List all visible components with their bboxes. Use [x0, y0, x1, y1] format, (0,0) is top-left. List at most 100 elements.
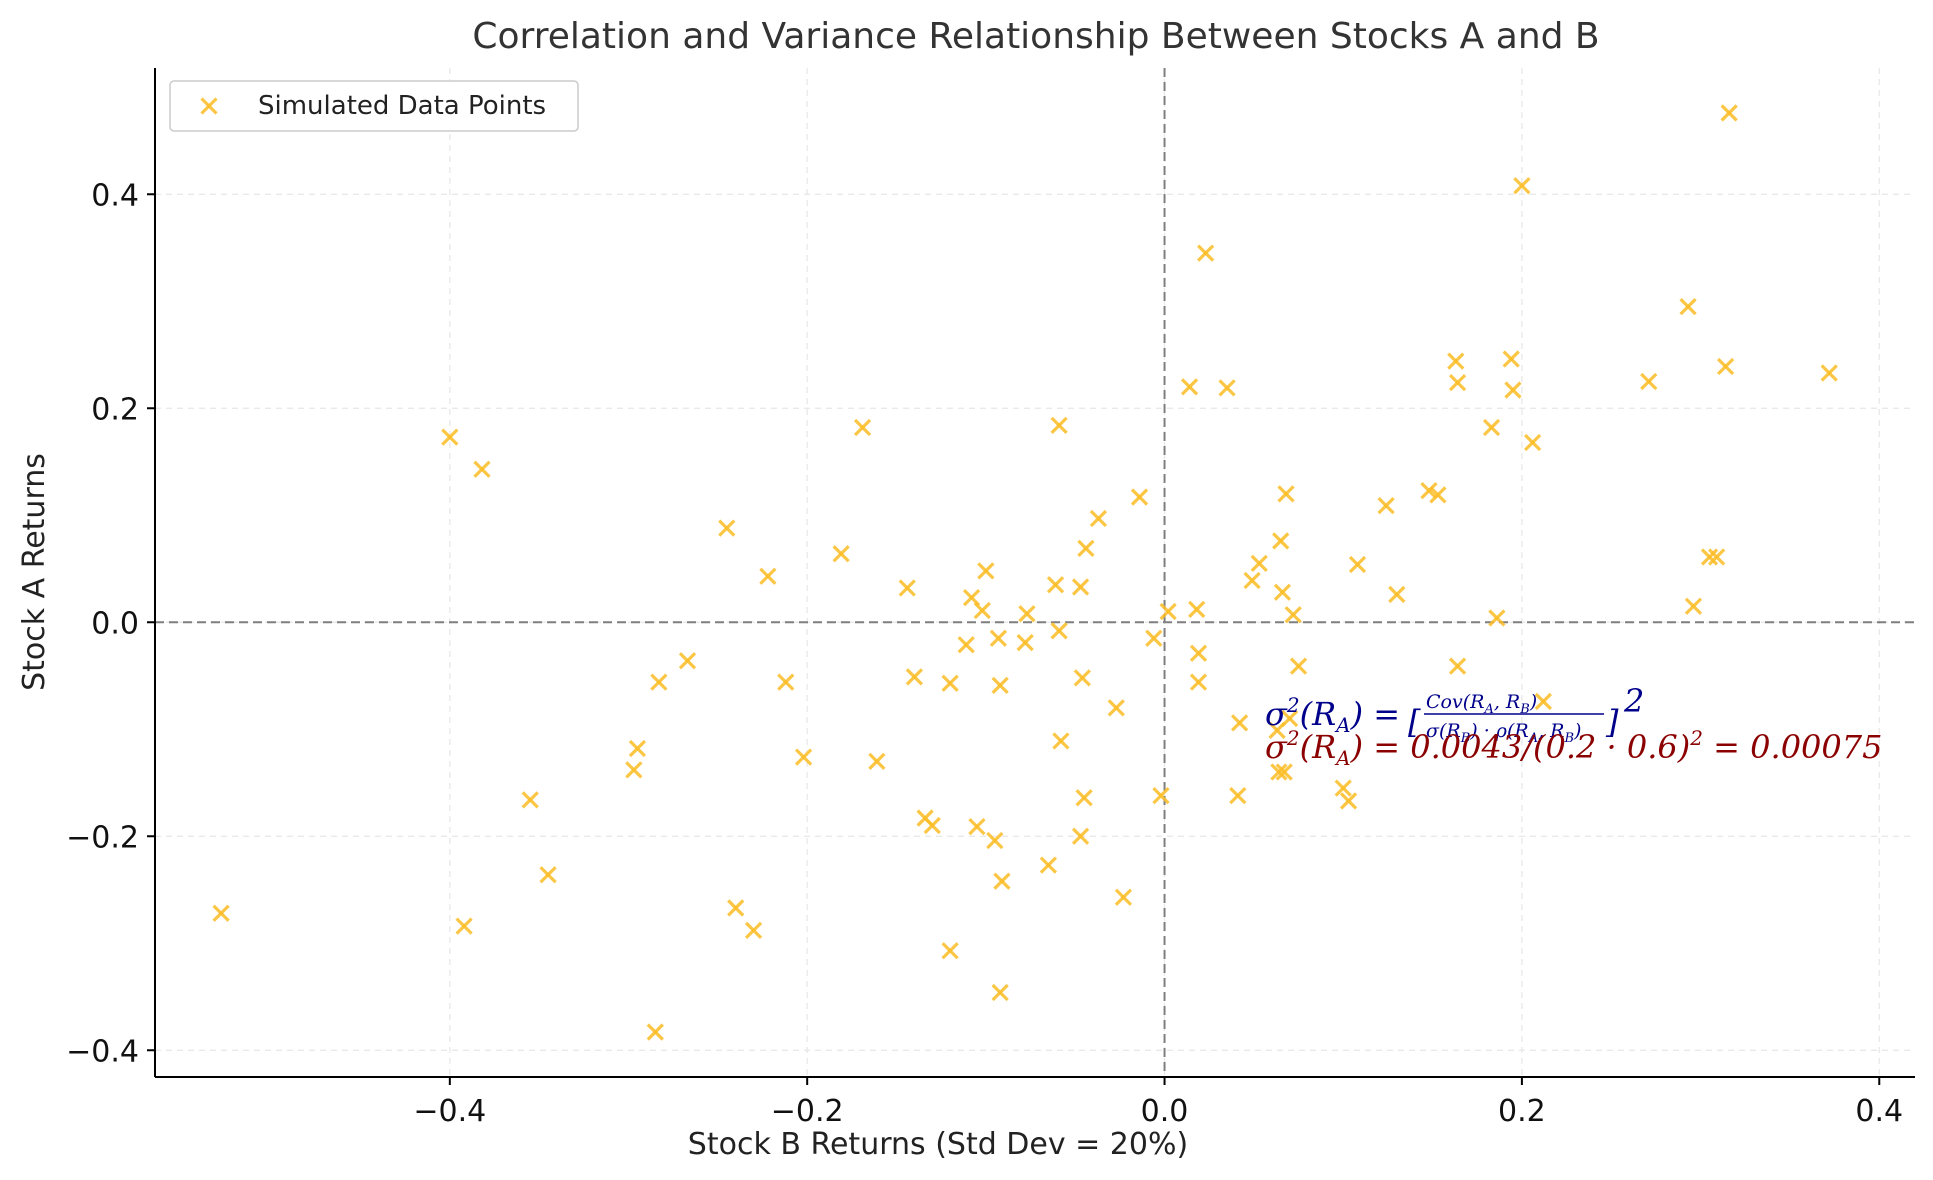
data-point [1523, 433, 1542, 452]
data-point [832, 545, 850, 563]
data-point [973, 601, 991, 620]
data-point [1016, 633, 1034, 652]
data-point [625, 761, 643, 779]
data-point [794, 748, 813, 766]
axes [154, 68, 1915, 1078]
data-point [868, 752, 886, 770]
data-point [986, 831, 1004, 850]
data-point [1272, 532, 1290, 550]
data-point [441, 428, 459, 446]
data-point [1482, 418, 1501, 437]
data-point [898, 579, 916, 597]
x-tick-label: −0.2 [771, 1094, 844, 1129]
data-point [473, 460, 491, 478]
data-point [455, 917, 473, 935]
data-point [1708, 548, 1726, 566]
data-point [1114, 888, 1133, 906]
data-point [718, 519, 736, 537]
reference-lines [155, 68, 1915, 1077]
data-point [905, 668, 924, 686]
legend-marker-glyph [200, 97, 218, 115]
data-point [1277, 485, 1295, 503]
data-point [1534, 692, 1552, 711]
data-point [1050, 622, 1068, 640]
data-point [991, 676, 1009, 695]
data-point [991, 983, 1009, 1002]
data-point [1188, 600, 1206, 619]
data-point [646, 1023, 664, 1041]
data-point [1348, 555, 1367, 574]
data-point [1280, 709, 1299, 728]
data-point [1339, 792, 1358, 810]
data-point [968, 817, 986, 836]
data-point [993, 872, 1011, 890]
legend-entry-label: Simulated Data Points [258, 91, 546, 121]
formula-annotation-result: σ2(RA) = 0.0043/(0.2 · 0.6)2 = 0.00075 [1265, 726, 1882, 770]
data-point [923, 816, 941, 835]
data-point [1273, 583, 1292, 601]
grid-lines [155, 68, 1915, 1077]
data-point [1218, 379, 1236, 397]
data-point [539, 866, 557, 884]
data-point [1820, 364, 1838, 382]
data-point [1229, 786, 1247, 805]
data-point [1159, 602, 1177, 621]
legend-box [169, 80, 579, 132]
data-point [1377, 496, 1395, 515]
data-point [1145, 629, 1163, 647]
data-point [1716, 357, 1735, 376]
data-point [759, 567, 777, 585]
svg-text:σ2(RA) = 0.0043/(0.2 · 0.6)2 =: σ2(RA) = 0.0043/(0.2 · 0.6)2 = 0.00075 [1265, 726, 1882, 770]
data-point [1700, 548, 1719, 566]
data-point [1720, 104, 1738, 122]
svg-text:Cov(RA, RB): Cov(RA, RB) [1426, 691, 1537, 717]
data-point [1052, 732, 1070, 750]
data-point [941, 942, 959, 960]
data-point [1447, 352, 1465, 370]
data-point [1050, 416, 1068, 435]
data-point [1018, 605, 1036, 623]
data-point [650, 673, 668, 691]
data-point [941, 674, 959, 692]
data-point [1448, 657, 1467, 675]
tick-marks: −0.4 −0.2 0.0 0.2 0.4 −0.4 −0.2 0.0 0.2 0.4 [66, 178, 1903, 1129]
data-point [1071, 827, 1090, 845]
legend-marker [200, 97, 218, 115]
data-point [1197, 244, 1215, 262]
y-axis-label: Stock A Returns [17, 453, 52, 691]
data-point [1388, 585, 1406, 604]
data-point [1189, 673, 1208, 691]
y-tick-label: 0.2 [91, 392, 139, 427]
x-tick-label: 0.4 [1855, 1094, 1903, 1129]
data-point [727, 899, 745, 917]
data-point [212, 904, 230, 922]
data-point [1502, 350, 1520, 368]
data-points [212, 104, 1838, 1041]
data-point [744, 921, 763, 940]
data-point [1275, 763, 1293, 781]
data-point [1130, 488, 1149, 506]
data-point [1180, 378, 1199, 396]
data-point [1513, 177, 1531, 195]
x-tick-label: 0.0 [1141, 1094, 1189, 1129]
legend: Simulated Data Points [169, 80, 579, 132]
y-tick-label: 0.4 [91, 178, 139, 213]
data-point [1046, 576, 1065, 594]
data-point [853, 418, 872, 437]
data-point [628, 739, 647, 758]
data-point [989, 629, 1008, 647]
data-point [678, 652, 697, 670]
data-point [1243, 571, 1261, 590]
data-point [1075, 789, 1093, 807]
data-point [1073, 669, 1091, 687]
data-point [977, 562, 995, 580]
data-point [1089, 509, 1108, 528]
svg-text:σ(RB) · ρ(RA, RB): σ(RB) · ρ(RA, RB) [1426, 720, 1581, 746]
svg-text:]: ] [1605, 703, 1619, 741]
y-tick-label: −0.4 [66, 1034, 139, 1069]
data-point [1077, 539, 1095, 558]
data-point [957, 636, 975, 654]
data-point [1107, 699, 1125, 717]
data-point [1230, 714, 1249, 732]
